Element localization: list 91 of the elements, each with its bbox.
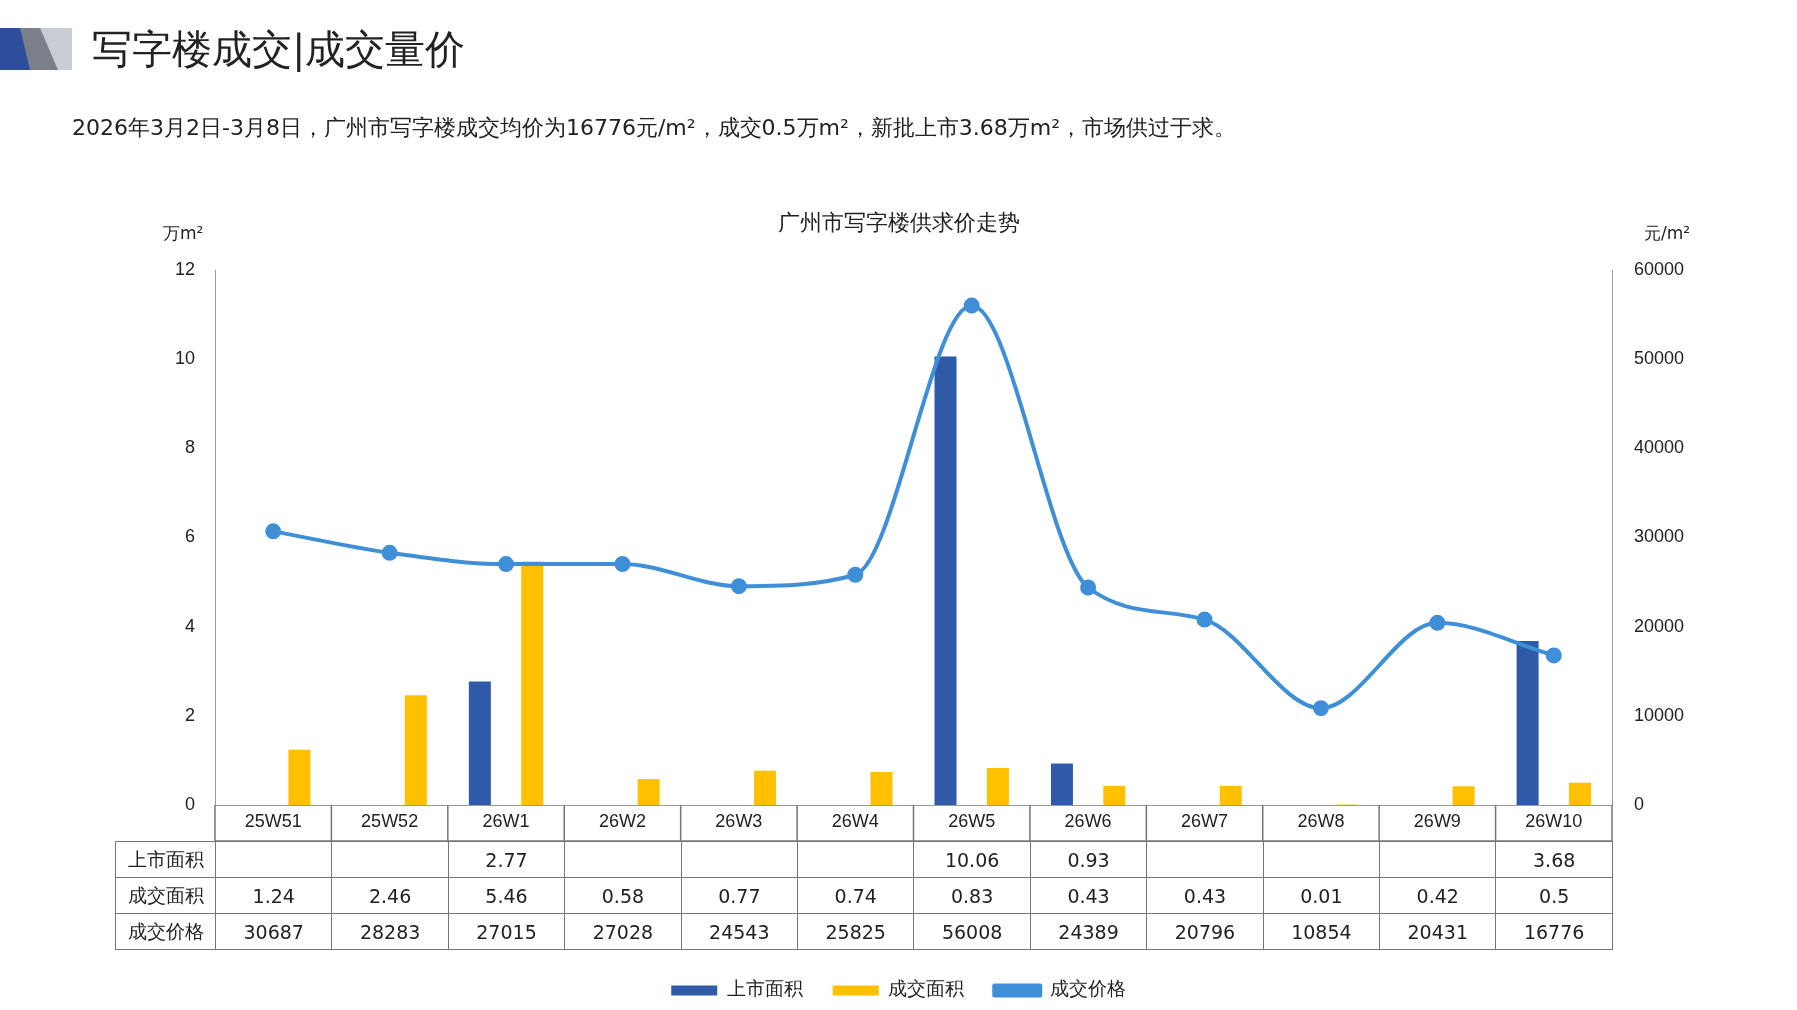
y2-tick-label: 0 bbox=[1634, 793, 1645, 814]
point bbox=[730, 578, 747, 595]
data-label: 0.93 bbox=[1030, 841, 1147, 878]
data-label: 1.24 bbox=[215, 877, 332, 914]
point bbox=[1312, 700, 1329, 717]
data-label: 0.01 bbox=[1263, 877, 1380, 914]
data-label: 24389 bbox=[1030, 913, 1147, 950]
y2-tick-label: 30000 bbox=[1634, 526, 1685, 547]
data-label: 16776 bbox=[1495, 913, 1613, 950]
y-tick-label: 2 bbox=[184, 704, 195, 725]
bar bbox=[1050, 763, 1073, 805]
x-tick-label: 26W3 bbox=[715, 810, 763, 831]
y2-tick-label: 50000 bbox=[1634, 348, 1685, 369]
y2-tick-label: 40000 bbox=[1634, 437, 1685, 458]
bar bbox=[754, 770, 777, 805]
x-tick-label: 26W7 bbox=[1181, 810, 1229, 831]
legend-label: 上市面积 bbox=[726, 977, 803, 1000]
data-label: 10854 bbox=[1263, 913, 1380, 950]
x-tick-label: 25W51 bbox=[244, 810, 302, 831]
y-tick-label: 10 bbox=[174, 348, 195, 369]
bar bbox=[1103, 785, 1126, 805]
point bbox=[963, 297, 980, 314]
data-label: 28283 bbox=[331, 913, 449, 950]
data-label: 25825 bbox=[797, 913, 914, 950]
data-label: 0.43 bbox=[1146, 877, 1264, 914]
point bbox=[614, 556, 631, 572]
text: 成交价格 bbox=[127, 919, 204, 942]
data-label: 0.5 bbox=[1495, 877, 1613, 914]
bar bbox=[637, 779, 660, 805]
y-axis-title: 万m² bbox=[163, 222, 204, 245]
bar bbox=[1516, 640, 1539, 805]
x-tick-label: 26W5 bbox=[948, 810, 996, 831]
x-tick-label: 26W10 bbox=[1525, 810, 1583, 831]
data-label: 20431 bbox=[1379, 913, 1496, 950]
text: 上市面积 bbox=[127, 847, 204, 870]
chart-title: 广州市写字楼供求价走势 bbox=[777, 210, 1020, 235]
y-tick-label: 4 bbox=[184, 615, 195, 636]
point bbox=[847, 566, 864, 583]
data-label: 0.42 bbox=[1379, 877, 1496, 914]
x-tick-label: 26W6 bbox=[1064, 810, 1112, 831]
data-label: 2.77 bbox=[448, 841, 565, 878]
data-label: 0.74 bbox=[797, 877, 914, 914]
y2-tick-label: 10000 bbox=[1634, 704, 1685, 725]
bar bbox=[468, 681, 491, 805]
data-label: 0.77 bbox=[681, 877, 798, 914]
x-tick-label: 25W52 bbox=[361, 810, 419, 831]
y2-axis-title: 元/m² bbox=[1644, 222, 1691, 245]
point bbox=[1545, 647, 1562, 664]
point bbox=[498, 556, 515, 573]
data-label: 27028 bbox=[564, 913, 682, 950]
x-tick-label: 26W1 bbox=[482, 810, 530, 831]
legend-label: 成交面积 bbox=[888, 977, 965, 1000]
bar bbox=[1568, 782, 1591, 805]
data-label: 30687 bbox=[215, 913, 332, 950]
bar bbox=[870, 772, 893, 805]
data-label: 5.46 bbox=[448, 877, 565, 914]
y-tick-label: 12 bbox=[174, 258, 195, 279]
data-label: 0.43 bbox=[1030, 877, 1147, 914]
data-label: 10.06 bbox=[913, 841, 1031, 878]
point bbox=[1429, 614, 1446, 631]
y-tick-label: 6 bbox=[184, 526, 195, 547]
bar bbox=[288, 749, 311, 805]
point bbox=[381, 544, 398, 561]
bar bbox=[1452, 786, 1475, 805]
data-label: 0.83 bbox=[913, 877, 1031, 914]
data-label: 56008 bbox=[913, 913, 1031, 950]
y-tick-label: 0 bbox=[184, 793, 195, 814]
x-tick-label: 26W2 bbox=[598, 810, 646, 831]
y2-tick-label: 60000 bbox=[1634, 258, 1685, 279]
text: 成交面积 bbox=[127, 883, 204, 906]
legend-label: 成交价格 bbox=[1049, 977, 1126, 1000]
data-label: 27015 bbox=[448, 913, 565, 950]
point bbox=[265, 523, 282, 540]
bar bbox=[404, 695, 427, 805]
data-label: 24543 bbox=[681, 913, 798, 950]
x-tick-label: 26W4 bbox=[831, 810, 879, 831]
bar bbox=[986, 768, 1009, 805]
data-label: 20796 bbox=[1146, 913, 1264, 950]
point bbox=[1196, 611, 1213, 628]
data-label: 0.58 bbox=[564, 877, 682, 914]
text: 2026年3月2日-3月8日，广州市写字楼成交均价为16776元/m²，成交0.5万m²，新批上市3.68万m²，市场供过于求。 bbox=[72, 114, 1237, 142]
text: 写字楼成交|成交量价 bbox=[92, 25, 466, 74]
point bbox=[1080, 579, 1097, 596]
bar bbox=[1219, 785, 1242, 805]
y2-tick-label: 20000 bbox=[1634, 615, 1685, 636]
data-label: 3.68 bbox=[1495, 841, 1613, 878]
x-tick-label: 26W9 bbox=[1413, 810, 1461, 831]
y-tick-label: 8 bbox=[184, 437, 195, 458]
x-tick-label: 26W8 bbox=[1297, 810, 1345, 831]
data-label: 2.46 bbox=[331, 877, 449, 914]
bar bbox=[934, 356, 957, 805]
